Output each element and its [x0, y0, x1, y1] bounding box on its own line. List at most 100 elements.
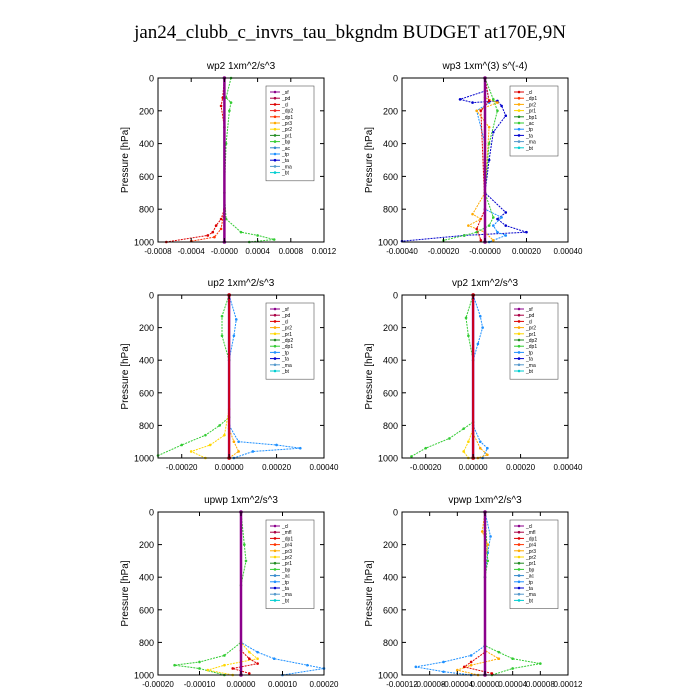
legend-entry: _bt — [281, 598, 290, 604]
x-tick-label: -0.0004 — [178, 247, 206, 256]
data-point — [251, 450, 255, 453]
legend-entry: _bt — [525, 369, 534, 375]
y-tick-label: 800 — [139, 638, 154, 648]
data-point — [496, 109, 499, 113]
legend: _sf_pd_cl_pr2_pr1_dp2_dp1_tp_ta_ma_bt — [509, 302, 559, 380]
legend-marker — [517, 90, 521, 94]
data-point — [448, 437, 451, 440]
x-tick-label: 0.00008 — [526, 680, 555, 689]
data-point — [220, 314, 224, 318]
legend-marker — [517, 332, 521, 336]
legend-entry: _pd — [281, 96, 291, 102]
legend-marker — [273, 357, 277, 360]
series-line-3 — [463, 295, 474, 459]
legend-entry: _bt — [281, 171, 290, 177]
y-tick-label: 200 — [383, 323, 398, 333]
legend: _cl_mfl_dp1_pr4_pr3_pr2_pr1_bp_ac_tp_ta_… — [509, 519, 559, 609]
y-tick-label: 800 — [383, 638, 398, 648]
data-point — [497, 657, 501, 660]
legend-marker — [273, 109, 277, 112]
y-tick-label: 200 — [139, 106, 154, 116]
legend-entry: _pr3 — [525, 549, 536, 555]
data-point — [475, 230, 479, 234]
series-line-2 — [484, 511, 541, 676]
data-point — [479, 239, 483, 242]
data-point — [486, 543, 490, 546]
data-point — [504, 211, 508, 214]
y-tick-label: 1000 — [134, 454, 154, 464]
legend-entry: _bp — [525, 567, 535, 573]
x-tick-label: 0.00020 — [512, 247, 541, 256]
legend-entry: _dp1 — [525, 536, 537, 542]
series-line-4 — [472, 295, 489, 459]
series-line-2 — [157, 294, 230, 457]
data-point — [467, 224, 470, 227]
data-point — [214, 224, 218, 227]
data-point — [462, 427, 465, 430]
y-axis-label: Pressure [hPa] — [120, 127, 131, 193]
data-point — [471, 101, 474, 104]
legend-marker — [273, 171, 277, 174]
legend: _sf_pd_cl_pr2_pr1_dp2_dp1_tp_ta_ma_bt — [265, 302, 315, 380]
legend-entry: _pr2 — [525, 326, 536, 332]
legend-entry: _bp — [281, 140, 291, 146]
y-tick-label: 800 — [139, 205, 154, 215]
x-tick-label: 0.00020 — [506, 463, 535, 472]
plot-6: vpwp 1xm^2/s^3 Pressure [hPa] 0 200 400 600 80… — [364, 495, 583, 689]
series-line-4 — [443, 77, 498, 241]
data-point — [469, 654, 473, 657]
legend-marker — [273, 351, 277, 354]
y-tick-label: 0 — [393, 74, 398, 84]
legend-marker — [517, 555, 521, 559]
legend-entry: _ma — [281, 363, 292, 369]
legend-entry: _cl — [525, 524, 532, 530]
data-point — [248, 672, 251, 675]
data-point — [232, 334, 236, 338]
data-point — [234, 318, 238, 321]
data-point — [256, 234, 259, 237]
legend-entry: _ta — [281, 158, 289, 164]
y-axis-label: Pressure [hPa] — [364, 560, 375, 626]
series-line-1 — [401, 78, 527, 242]
data-point — [229, 101, 233, 104]
x-tick-label: -0.00010 — [184, 680, 216, 689]
data-point — [496, 101, 499, 104]
y-tick-label: 0 — [149, 291, 154, 301]
series-line-2 — [476, 77, 508, 243]
data-point — [504, 224, 508, 227]
data-point — [476, 342, 480, 346]
plot-5: upwp 1xm^2/s^3 Pressure [hPa] 0 200 400 600 80… — [120, 495, 339, 689]
x-tick-label: 0.0004 — [245, 247, 270, 256]
data-point — [487, 158, 491, 162]
legend-marker — [517, 363, 521, 367]
plot-title: up2 1xm^2/s^3 — [208, 278, 275, 289]
legend-entry: _pr2 — [281, 326, 292, 332]
legend-entry: _dp1 — [525, 96, 537, 102]
legend-marker — [517, 326, 521, 329]
data-point — [298, 446, 302, 450]
data-point — [211, 230, 215, 234]
data-point — [511, 667, 514, 670]
page-title: jan24_clubb_c_invrs_tau_bkgndm BUDGET at… — [134, 22, 566, 43]
legend-entry: _tp — [525, 127, 533, 133]
legend-entry: _ac — [525, 121, 535, 127]
legend-marker — [273, 599, 277, 602]
series-line-1 — [174, 511, 247, 676]
legend-entry: _tp — [525, 350, 533, 356]
x-tick-label: 0.00040 — [554, 463, 583, 472]
data-point — [471, 212, 474, 216]
data-point — [487, 125, 491, 129]
data-point — [442, 670, 445, 674]
legend-entry: _dp1 — [525, 344, 537, 350]
data-point — [275, 443, 278, 447]
data-point — [539, 662, 542, 665]
data-point — [475, 109, 479, 113]
y-tick-label: 600 — [139, 388, 154, 398]
x-tick-label: 0.00000 — [471, 680, 500, 689]
x-tick-label: -0.00020 — [142, 680, 174, 689]
legend-marker — [273, 103, 277, 106]
legend-marker — [517, 549, 521, 553]
legend-entry: _ac — [525, 574, 535, 580]
legend-entry: _tp — [281, 580, 289, 586]
data-point — [511, 657, 514, 660]
